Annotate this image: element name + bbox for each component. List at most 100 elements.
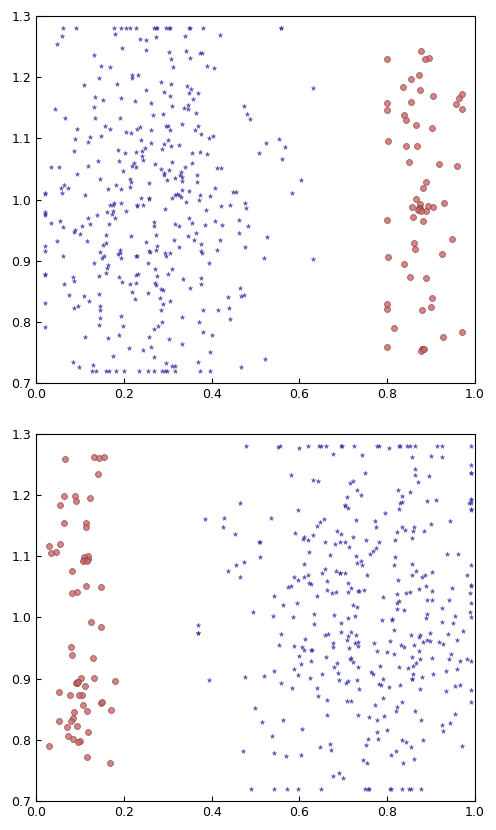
Point [194,356,202,369]
Point [379,672,387,686]
Point [467,502,475,515]
Point [354,709,362,722]
Point [95,269,103,282]
Point [82,520,90,533]
Point [362,533,370,546]
Point [162,119,170,132]
Point [402,736,410,749]
Point [290,662,298,676]
Point [409,667,417,681]
Point [323,583,331,596]
Point [317,782,325,795]
Point [183,80,190,93]
Point [419,342,427,355]
Point [411,440,419,453]
Point [137,192,145,205]
Point [418,671,426,684]
Point [352,549,360,563]
Point [309,643,316,657]
Point [116,247,124,260]
Point [41,187,49,200]
Point [260,669,268,682]
Point [453,633,461,647]
Point [96,299,104,312]
Point [337,527,345,540]
Point [159,298,167,311]
Point [176,168,184,182]
Point [71,489,79,502]
Point [109,198,117,212]
Point [343,694,351,707]
Point [428,584,436,598]
Point [438,616,446,629]
Point [339,771,347,784]
Point [386,635,394,648]
Point [408,531,416,544]
Point [371,698,379,711]
Point [415,203,423,216]
Point [364,756,372,769]
Point [387,782,395,795]
Point [369,544,376,557]
Point [398,489,406,502]
Point [149,108,157,121]
Point [383,97,391,110]
Point [247,782,254,795]
Point [267,511,275,525]
Point [160,167,168,180]
Point [466,586,474,599]
Point [307,655,314,668]
Point [283,782,291,795]
Point [96,245,104,258]
Point [255,535,263,549]
Point [205,674,213,687]
Point [362,738,370,751]
Point [254,146,262,159]
Point [317,440,325,453]
Point [295,442,303,455]
Point [237,290,245,303]
Point [182,44,190,57]
Point [428,652,435,665]
Point [112,178,120,192]
Point [57,537,64,550]
Point [305,545,313,559]
Point [102,266,110,280]
Point [184,229,191,242]
Point [209,129,217,143]
Point [409,659,417,672]
Point [349,655,357,668]
Point [236,213,244,227]
Point [373,440,381,453]
Point [408,672,416,686]
Point [237,360,245,374]
Point [426,634,434,647]
Point [118,251,125,265]
Point [358,448,366,461]
Point [106,61,114,74]
Point [438,719,446,732]
Point [423,633,431,647]
Point [407,782,415,795]
Point [153,239,161,252]
Point [196,188,204,202]
Point [95,287,103,300]
Point [60,277,68,290]
Point [446,515,454,528]
Point [282,749,290,762]
Point [201,512,209,525]
Point [297,749,305,762]
Point [349,598,357,611]
Point [236,570,244,583]
Point [467,579,475,593]
Point [152,279,160,292]
Point [133,198,141,212]
Point [196,277,204,290]
Point [133,249,141,262]
Point [406,585,414,598]
Point [392,705,400,718]
Point [322,651,330,664]
Point [137,134,145,147]
Point [186,281,194,295]
Point [85,295,93,308]
